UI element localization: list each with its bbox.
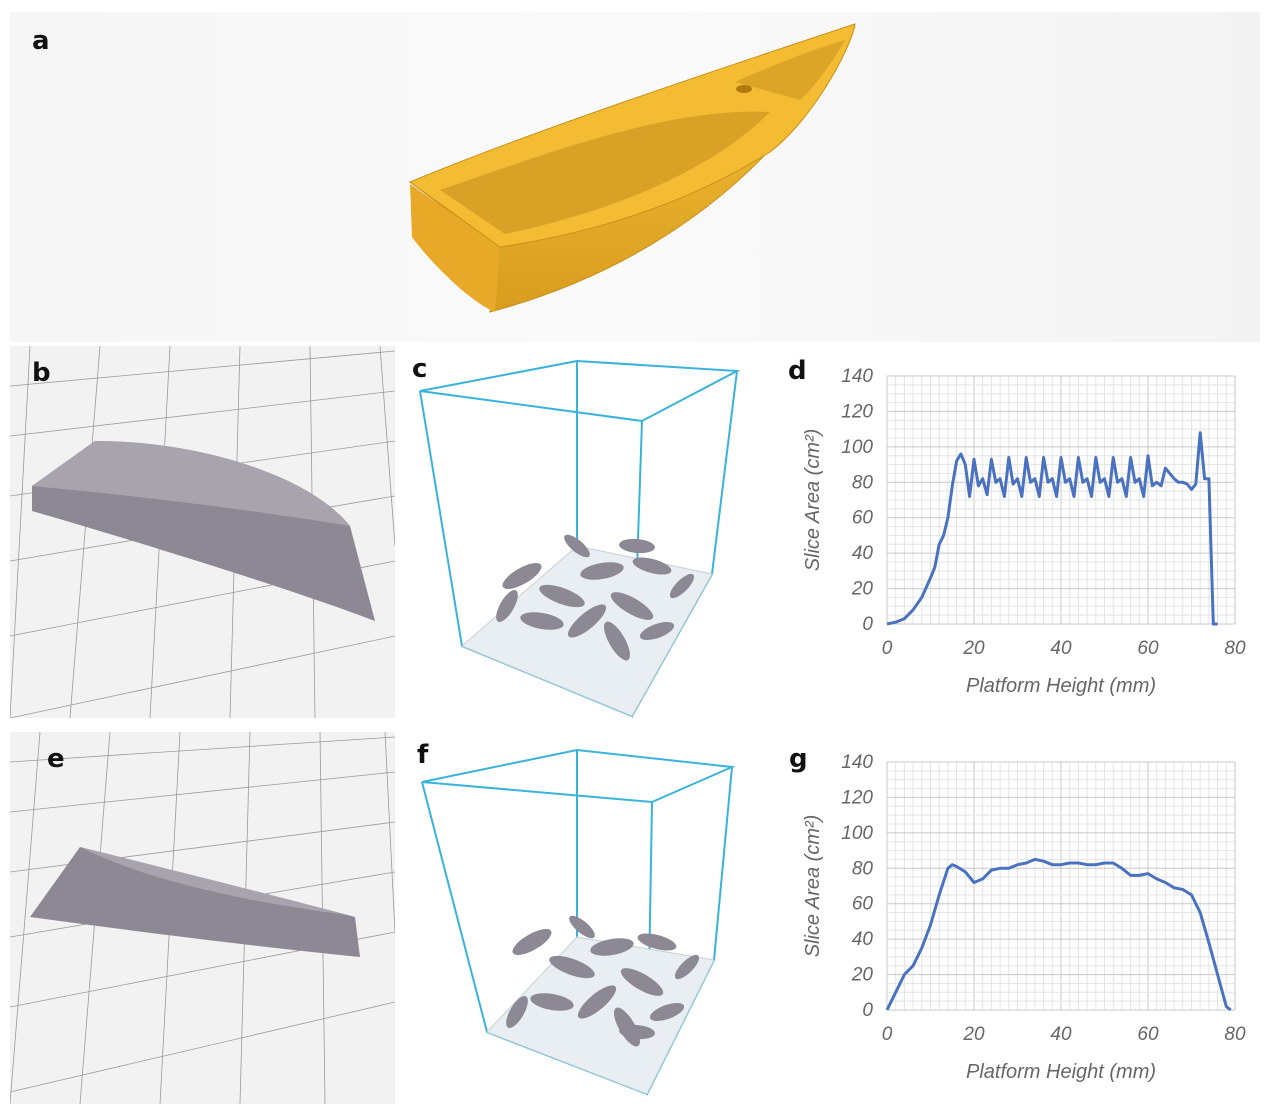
x-tick-label: 80 [1224,638,1246,659]
panel-label-f: f [417,740,429,770]
panel-d: 0 20 40 60 80 0 20 40 60 80 100 120 140 Platform Heig… [775,346,1260,718]
boat-render [408,23,856,313]
x-tick-label: 20 [962,1024,985,1045]
y-tick-label: 0 [862,614,873,635]
x-tick-label: 0 [882,1024,893,1045]
panel-e: e [10,732,395,1104]
grid-lines [886,761,1236,1011]
y-tick-label: 40 [852,543,874,564]
y-tick-label: 60 [852,894,874,915]
grid-lines [886,375,1236,625]
y-tick-label: 20 [851,579,874,600]
panel-c: c [402,346,762,718]
x-tick-label: 60 [1137,638,1159,659]
panel-label-g: g [789,744,808,774]
y-tick-label: 40 [852,929,874,950]
panel-label-e: e [47,744,65,774]
chart-g: 0 20 40 60 80 0 20 40 60 80 100 120 140 Platform Heig… [802,752,1246,1083]
panel-a: a [10,12,1260,342]
x-tick-label: 40 [1050,638,1072,659]
grid-floor-e [10,732,395,1104]
y-tick-label: 140 [841,366,873,387]
chart-d: 0 20 40 60 80 0 20 40 60 80 100 120 140 Platform Heig… [802,366,1246,697]
y-tick-label: 120 [841,401,873,422]
y-tick-label: 80 [852,858,874,879]
series-line [886,431,1218,626]
boat-cockpit [440,111,770,234]
panel-b: b [10,346,395,718]
y-axis-label: Slice Area (cm²) [802,429,824,572]
x-axis-label: Platform Height (mm) [966,1061,1156,1083]
wedge-part-e [30,847,360,957]
y-tick-label: 20 [851,965,874,986]
panel-label-b: b [32,358,51,388]
panel-label-d: d [788,356,807,386]
y-tick-label: 120 [841,787,873,808]
x-tick-label: 40 [1050,1024,1072,1045]
build-volume-f [421,748,736,1096]
build-volume-c [419,359,741,718]
panel-f: f [402,732,762,1104]
x-tick-label: 0 [882,638,893,659]
y-tick-label: 80 [852,472,874,493]
x-tick-label: 60 [1137,1024,1159,1045]
panel-g: 0 20 40 60 80 0 20 40 60 80 100 120 140 Platform Heig… [775,732,1260,1104]
y-tick-label: 0 [862,1000,873,1021]
y-tick-label: 100 [841,437,873,458]
y-axis-label: Slice Area (cm²) [802,815,824,958]
panel-label-a: a [32,26,50,56]
series-line [885,857,1232,1012]
y-tick-label: 100 [841,823,873,844]
y-tick-label: 140 [841,752,873,773]
x-axis-label: Platform Height (mm) [966,675,1156,697]
panel-label-c: c [412,354,428,384]
y-tick-label: 60 [852,508,874,529]
x-tick-label: 20 [962,638,985,659]
grid-floor [10,346,395,718]
x-tick-label: 80 [1224,1024,1246,1045]
